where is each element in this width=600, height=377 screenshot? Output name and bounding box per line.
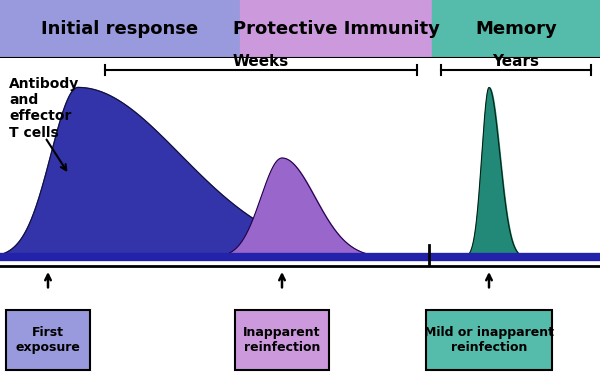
Text: Protective Immunity: Protective Immunity	[233, 20, 439, 38]
Bar	[0, 0, 240, 58]
Text: Weeks: Weeks	[233, 54, 289, 69]
Text: Initial response: Initial response	[41, 20, 199, 38]
Text: Years: Years	[493, 54, 539, 69]
Text: First
exposure: First exposure	[16, 326, 80, 354]
Text: Memory: Memory	[475, 20, 557, 38]
Text: Antibody
and
effector
T cells: Antibody and effector T cells	[9, 77, 79, 140]
Bar	[432, 0, 600, 58]
FancyBboxPatch shape	[235, 310, 329, 370]
Text: Mild or inapparent
reinfection: Mild or inapparent reinfection	[424, 326, 554, 354]
Text: Inapparent
reinfection: Inapparent reinfection	[243, 326, 321, 354]
Bar	[240, 0, 432, 58]
FancyBboxPatch shape	[426, 310, 552, 370]
FancyBboxPatch shape	[6, 310, 90, 370]
